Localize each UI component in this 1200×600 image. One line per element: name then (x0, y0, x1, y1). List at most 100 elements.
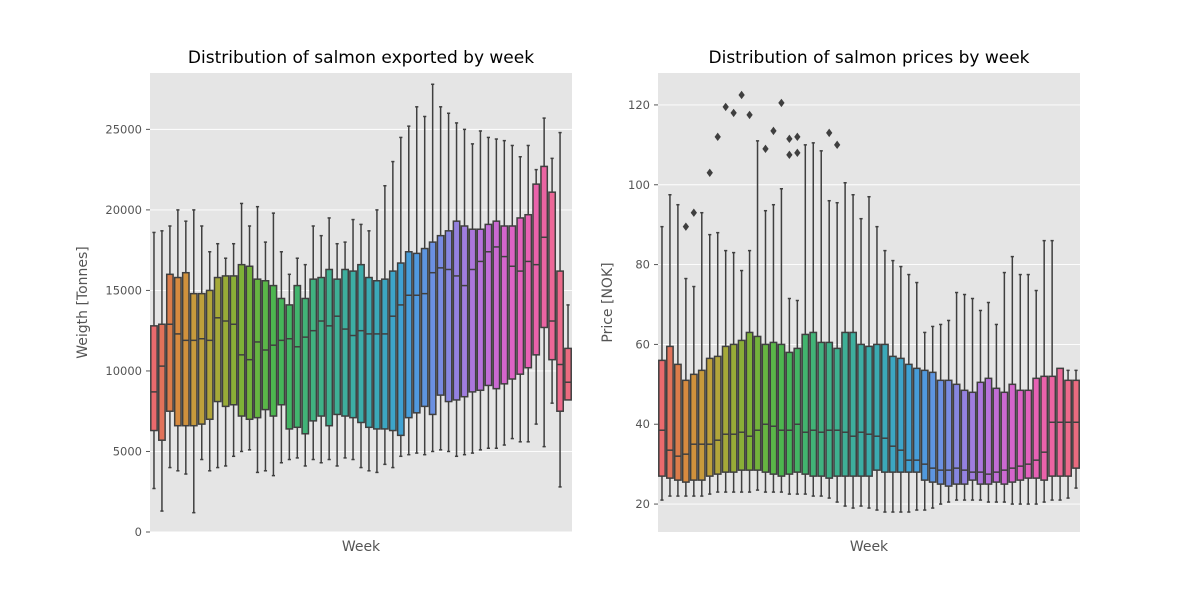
box-week (404, 125, 413, 456)
box-week (992, 323, 1001, 503)
box-iqr (380, 278, 389, 430)
box-week (1024, 273, 1033, 505)
y-ticks-price: 20 40 60 80 100 120 (628, 98, 658, 511)
box-week (341, 241, 350, 459)
box-week (524, 144, 533, 443)
box-iqr (293, 284, 302, 429)
outlier-point (794, 148, 801, 158)
box-iqr (666, 345, 674, 479)
box-iqr (333, 278, 342, 416)
box-week (396, 136, 405, 458)
box-week (681, 277, 690, 497)
box-iqr (785, 351, 794, 475)
box-iqr (737, 339, 746, 471)
box-iqr (285, 304, 294, 430)
y-tick-label: 20 (635, 497, 650, 511)
y-ticks-weight: 0 5000 10000 15000 20000 25000 (105, 122, 150, 539)
box-week (197, 225, 206, 461)
box-week (309, 225, 318, 461)
box-iqr (508, 225, 517, 380)
box-iqr (673, 363, 682, 481)
box-week (452, 122, 461, 458)
box-iqr (761, 343, 770, 473)
box-week (865, 195, 873, 509)
box-week (873, 225, 881, 511)
box-week (705, 233, 714, 495)
box-iqr (150, 325, 158, 432)
box-iqr (396, 262, 405, 437)
box-iqr (237, 263, 246, 417)
box-week (673, 203, 682, 497)
box-week (428, 83, 437, 453)
box-week (841, 182, 850, 507)
box-iqr (349, 270, 357, 419)
y-tick-label: 0 (135, 525, 142, 539)
box-week (189, 209, 198, 514)
box-week (785, 297, 794, 495)
outlier-point (738, 90, 745, 100)
box-week (213, 242, 222, 469)
box-iqr (181, 271, 190, 427)
outlier-point (778, 98, 785, 108)
box-iqr (1072, 379, 1080, 469)
box-week (936, 323, 945, 505)
box-iqr (912, 367, 921, 473)
box-iqr (976, 381, 985, 485)
box-week (689, 285, 698, 497)
box-week (532, 168, 541, 425)
box-week (976, 309, 985, 501)
box-week (325, 217, 334, 461)
box-week (753, 140, 762, 491)
box-week (912, 281, 921, 511)
box-iqr (833, 347, 842, 477)
box-iqr (404, 251, 413, 419)
box-week (365, 230, 373, 472)
box-iqr (920, 369, 929, 481)
box-week (952, 291, 961, 501)
box-week (1016, 273, 1025, 505)
box-week (928, 325, 937, 509)
box-week (697, 211, 706, 497)
box-iqr (165, 273, 174, 412)
box-week (516, 155, 525, 443)
box-week (745, 249, 754, 493)
y-tick-label: 20000 (105, 203, 142, 217)
box-iqr (713, 355, 722, 475)
outlier-point (730, 108, 737, 118)
box-iqr (452, 220, 461, 401)
box-week (896, 265, 905, 513)
y-tick-label: 100 (628, 178, 650, 192)
y-axis-label-price: Price [NOK] (600, 262, 616, 342)
box-iqr (1032, 377, 1041, 479)
box-week (277, 251, 286, 464)
outlier-point (706, 168, 713, 177)
box-iqr (412, 252, 421, 414)
box-week (412, 106, 421, 454)
box-week (261, 241, 270, 472)
box-week (540, 117, 549, 448)
box-week (777, 187, 786, 493)
box-iqr (420, 247, 429, 408)
box-week (484, 136, 493, 450)
box-week (729, 251, 738, 493)
box-iqr (809, 331, 818, 477)
box-week (460, 128, 469, 456)
box-week (548, 157, 557, 404)
box-iqr (197, 292, 206, 425)
outlier-point (722, 102, 729, 112)
box-week (833, 201, 842, 503)
box-iqr (729, 343, 738, 473)
box-week (1032, 289, 1041, 505)
box-week (737, 269, 746, 493)
box-week (1040, 239, 1049, 503)
box-week (1008, 255, 1017, 505)
box-iqr (189, 292, 198, 427)
x-axis-label-weight: Week (342, 539, 381, 555)
box-week (1072, 369, 1080, 489)
box-iqr (564, 347, 572, 401)
boxplots-weight (150, 83, 572, 514)
y-tick-label: 15000 (105, 283, 142, 297)
box-iqr (158, 323, 166, 441)
box-iqr (173, 276, 182, 427)
box-iqr (952, 383, 961, 485)
